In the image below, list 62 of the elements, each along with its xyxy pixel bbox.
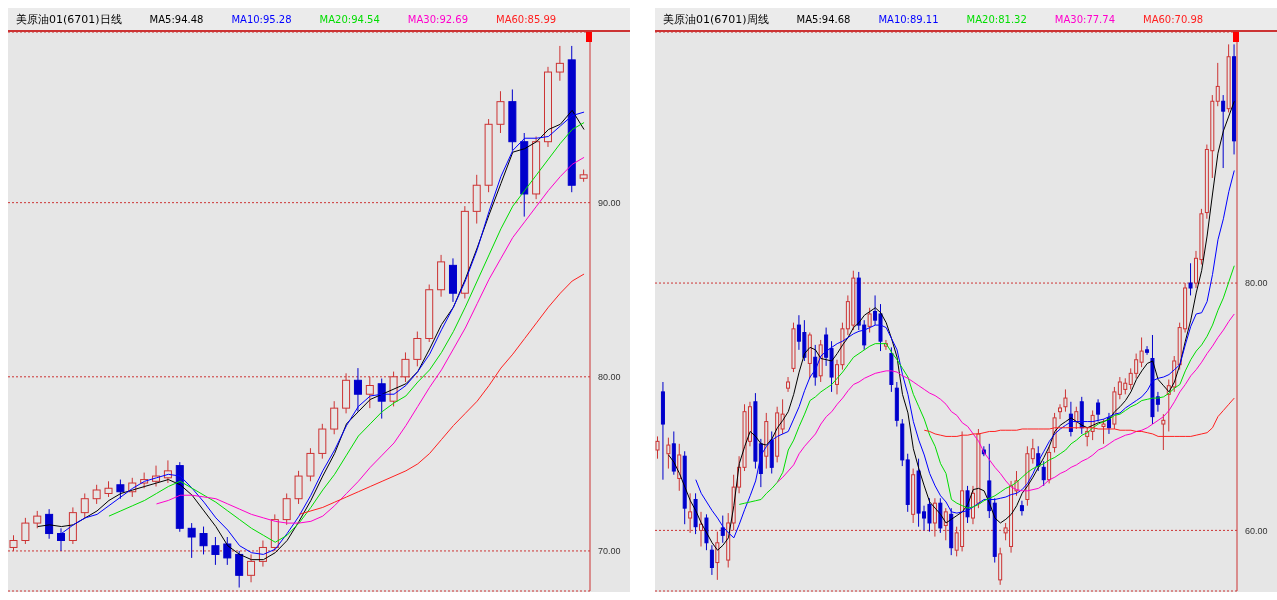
candlestick — [1215, 62, 1220, 107]
candlestick — [45, 508, 54, 540]
candlestick — [1041, 460, 1046, 487]
candlestick — [555, 45, 564, 82]
y-tick-label: 60.00 — [1245, 525, 1268, 536]
candlestick — [1019, 500, 1024, 517]
y-tick-label: 80.00 — [598, 372, 621, 382]
text: MA30:77.74 — [1054, 13, 1116, 25]
line-series — [776, 313, 1235, 492]
candlestick — [1058, 403, 1063, 420]
y-tick-label: 80.00 — [1245, 278, 1268, 289]
candlestick — [92, 484, 101, 505]
text: MA60:70.98 — [1143, 13, 1204, 25]
candlestick — [282, 492, 291, 526]
candlestick — [1188, 262, 1193, 296]
candlestick — [80, 492, 89, 519]
candlestick — [1063, 388, 1068, 413]
candlestick — [1096, 398, 1101, 423]
candlestick — [1145, 345, 1150, 356]
chart-title: 美原油01(6701)周线 — [663, 11, 769, 27]
candlestick — [294, 470, 303, 505]
text: MA30:92.69 — [407, 13, 469, 25]
candlestick — [235, 550, 244, 589]
candlestick — [223, 536, 232, 566]
candlestick — [57, 527, 66, 552]
text: MA10:89.11 — [878, 13, 939, 25]
text: MA5:94.68 — [796, 13, 851, 25]
text: MA20:81.32 — [966, 13, 1027, 25]
y-tick-label: 70.00 — [598, 546, 621, 557]
candlestick — [1221, 94, 1226, 169]
candlestick — [413, 331, 422, 367]
text: MA60:85.99 — [496, 13, 557, 25]
text: MA20:94.54 — [319, 13, 380, 25]
candlestick — [720, 515, 725, 544]
candlestick — [666, 437, 671, 470]
candlestick — [211, 536, 220, 566]
chart-title: 美原油01(6701)日线 — [16, 11, 122, 27]
candlestick — [496, 90, 505, 134]
text: MA5:94.48 — [149, 13, 204, 25]
candlestick — [187, 522, 196, 559]
candlestick — [1101, 418, 1106, 445]
candlestick — [21, 517, 30, 545]
candlestick — [786, 376, 791, 393]
line-series — [923, 397, 1235, 437]
candlestick — [677, 443, 682, 492]
line-series — [695, 170, 1235, 539]
candlestick — [247, 553, 256, 583]
candlestick — [353, 367, 362, 413]
line-series — [738, 265, 1235, 509]
candlestick — [709, 544, 714, 576]
text: MA10:95.28 — [231, 13, 292, 25]
candlestick — [199, 526, 208, 555]
candlestick — [306, 447, 315, 482]
candlestick — [867, 307, 872, 334]
candlestick — [330, 400, 339, 435]
line-series — [155, 156, 585, 524]
candlestick — [715, 531, 720, 581]
candlestick — [377, 378, 386, 420]
line-series — [298, 273, 585, 515]
candlestick — [116, 479, 125, 500]
y-tick-label: 90.00 — [598, 197, 621, 208]
candlestick — [1161, 413, 1166, 451]
